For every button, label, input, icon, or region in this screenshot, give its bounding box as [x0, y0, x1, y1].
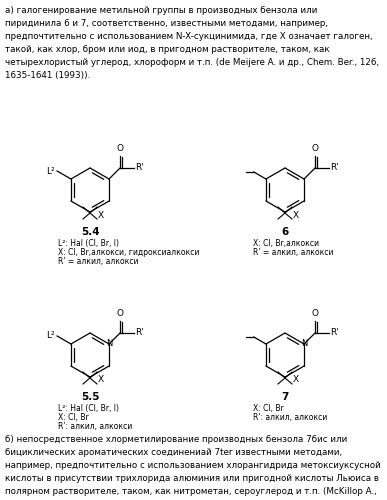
- Text: L²: Hal (Cl, Br, I): L²: Hal (Cl, Br, I): [58, 239, 119, 248]
- Text: O: O: [312, 144, 319, 152]
- Text: такой, как хлор, бром или иод, в пригодном растворителе, таком, как: такой, как хлор, бром или иод, в пригодн…: [5, 45, 330, 54]
- Text: R': R': [135, 163, 144, 172]
- Text: X: X: [293, 210, 299, 220]
- Text: X: X: [98, 210, 104, 220]
- Text: O: O: [312, 308, 319, 318]
- Text: 5.4: 5.4: [80, 227, 99, 237]
- Text: Rʹ = алкил, алкокси: Rʹ = алкил, алкокси: [253, 248, 334, 257]
- Text: полярном растворителе, таком, как нитрометан, сероуглерод и т.п. (McKillop A.,: полярном растворителе, таком, как нитром…: [5, 487, 377, 496]
- Text: X: X: [98, 376, 104, 384]
- Text: 5.5: 5.5: [81, 392, 99, 402]
- Text: R': R': [135, 328, 144, 337]
- Text: 6: 6: [281, 227, 289, 237]
- Text: предпочтительно с использованием N-X-сукцинимида, где X означает галоген,: предпочтительно с использованием N-X-сук…: [5, 32, 373, 41]
- Text: б) непосредственное хлорметилирование производных бензола 7бис или: б) непосредственное хлорметилирование пр…: [5, 435, 347, 444]
- Text: L²: L²: [46, 166, 55, 175]
- Text: четырехлористый углерод, хлороформ и т.п. (de Meijere A. и др., Chem. Ber., 126,: четырехлористый углерод, хлороформ и т.п…: [5, 58, 379, 67]
- Text: X: Cl, Br: X: Cl, Br: [253, 404, 284, 413]
- Text: X: Cl, Br,алкокси, гидроксиалкокси: X: Cl, Br,алкокси, гидроксиалкокси: [58, 248, 199, 257]
- Text: пиридинила 6 и 7, соответственно, известными методами, например,: пиридинила 6 и 7, соответственно, извест…: [5, 19, 328, 28]
- Text: X: Cl, Br: X: Cl, Br: [58, 413, 89, 422]
- Text: N: N: [106, 340, 113, 348]
- Text: бициклических ароматических соединениай 7ter известными методами,: бициклических ароматических соединениай …: [5, 448, 342, 457]
- Text: R': R': [330, 328, 339, 337]
- Text: 1635-1641 (1993)).: 1635-1641 (1993)).: [5, 71, 90, 80]
- Text: L²: Hal (Cl, Br, I): L²: Hal (Cl, Br, I): [58, 404, 119, 413]
- Text: X: Cl, Br,алкокси: X: Cl, Br,алкокси: [253, 239, 319, 248]
- Text: X: X: [293, 376, 299, 384]
- Text: O: O: [117, 144, 124, 152]
- Text: Rʹ: алкил, алкокси: Rʹ: алкил, алкокси: [253, 413, 327, 422]
- Text: кислоты в присутствии трихлорида алюминия или пригодной кислоты Льюиса в: кислоты в присутствии трихлорида алюмини…: [5, 474, 379, 483]
- Text: Rʹ = алкил, алкокси: Rʹ = алкил, алкокси: [58, 257, 139, 266]
- Text: Rʹ: алкил, алкокси: Rʹ: алкил, алкокси: [58, 422, 132, 431]
- Text: 7: 7: [281, 392, 289, 402]
- Text: N: N: [301, 340, 308, 348]
- Text: а) галогенирование метильной группы в производных бензола или: а) галогенирование метильной группы в пр…: [5, 6, 317, 15]
- Text: L²: L²: [46, 332, 55, 340]
- Text: R': R': [330, 163, 339, 172]
- Text: O: O: [117, 308, 124, 318]
- Text: например, предпочтительно с использованием хлорангидрида метоксиуксусной: например, предпочтительно с использовани…: [5, 461, 381, 470]
